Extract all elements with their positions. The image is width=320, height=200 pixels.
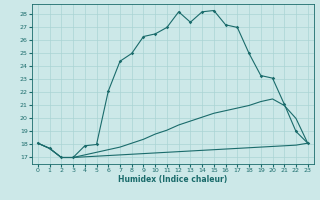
X-axis label: Humidex (Indice chaleur): Humidex (Indice chaleur) xyxy=(118,175,228,184)
